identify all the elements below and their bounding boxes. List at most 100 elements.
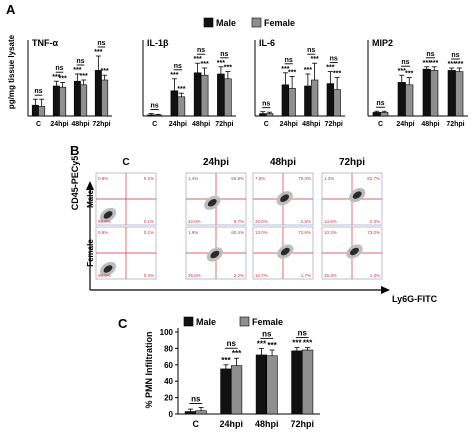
flow-quadrant-ur: 60.4% <box>231 230 244 235</box>
panel-a-chart-2-bar-female <box>224 78 232 117</box>
panel-a-chart-2-significance-stars: *** <box>201 61 209 68</box>
panel-a-chart-3-significance-label: ns <box>307 47 315 54</box>
flow-quadrant-ul: 1.9% <box>188 230 198 235</box>
legend-c-male-swatch <box>183 316 194 327</box>
legend-c-female-label: Female <box>252 317 283 327</box>
panel-c-y-tick-label: 80 <box>164 344 173 353</box>
panel-c-pmn-chart: Male Female % PMN Infiltration 0 20 40 60 80 1… <box>144 316 320 429</box>
panel-a-chart-4-category-label: 48hpi <box>421 121 439 128</box>
panel-c-category-label: 24hpi <box>219 419 243 429</box>
panel-label-c: C <box>118 316 128 331</box>
flow-plot: 1.4% 50.9% 42.0% 5.7% <box>185 172 247 226</box>
panel-a-chart-2-significance-stars: *** <box>170 72 178 79</box>
flow-plot: 10.3% 73.0% 15.3% 1.3% <box>321 226 383 280</box>
panel-b-column-header: 48hpi <box>270 157 296 168</box>
panel-a-chart-1-title: TNF-α <box>32 38 58 48</box>
flow-quadrant-ll: 20.0% <box>255 219 268 224</box>
panel-a-chart-4-significance-stars: *** <box>430 60 438 67</box>
panel-b-column-header: C <box>122 157 129 168</box>
panel-a-chart-3-category-label: C <box>264 121 269 128</box>
panel-a-chart-1-significance-label: ns <box>34 88 42 95</box>
panel-a-chart-3-bar-male <box>304 85 312 117</box>
panel-c-y-tick-label: 20 <box>164 394 173 403</box>
panel-a-chart-3-category-label: 48hpi <box>302 121 320 128</box>
panel-c-y-tick-label: 60 <box>164 361 173 370</box>
panel-label-a: A <box>6 2 16 17</box>
flow-plot: 7.6% 70.0% 20.0% 2.5% <box>252 172 314 226</box>
panel-a-chart-2-category-label: 48hpi <box>192 121 210 128</box>
panel-a-chart-1-significance-stars: *** <box>59 75 67 82</box>
flow-quadrant-ul: 0.6% <box>98 230 108 235</box>
panel-a-chart-4-title: MIP2 <box>372 38 393 48</box>
panel-c-y-tick-label: 0 <box>169 410 174 419</box>
legend-male-swatch <box>203 17 214 28</box>
panel-a-chart-2-category-label: C <box>152 121 157 128</box>
panel-c-significance-stars: *** <box>221 356 231 365</box>
flow-quadrant-lr: 0.4% <box>144 273 154 278</box>
flow-quadrant-ll: 15.3% <box>324 273 337 278</box>
panel-a-chart-4-significance-label: ns <box>401 59 409 66</box>
panel-a-chart-4-bar-male <box>397 82 406 117</box>
flow-quadrant-ul: 1.4% <box>188 176 198 181</box>
panel-a-chart-1-category-label: 72hpi <box>92 121 110 128</box>
flow-plot: 1.9% 60.4% 35.6% 2.2% <box>185 226 247 280</box>
panel-c-legend: Male Female <box>183 316 283 327</box>
panel-a-chart-2-bar-male <box>217 73 225 117</box>
legend-male-label: Male <box>216 18 236 28</box>
panel-a-chart-3-bar-female <box>265 113 274 117</box>
flow-plot: 0.8% 0.2% 98.9% 0.1% <box>95 172 157 226</box>
flow-quadrant-ur: 0.2% <box>144 176 154 181</box>
panel-a-chart-1-significance-stars: *** <box>73 67 81 74</box>
panel-a-chart-3-title: IL-6 <box>259 38 275 48</box>
panel-a-chart-2-title: IL-1β <box>147 38 169 48</box>
panel-a-chart-4-significance-stars: *** <box>423 60 431 67</box>
panel-a-chart-4-significance-label: ns <box>426 51 434 58</box>
panel-a-chart-2-bar-male <box>147 114 155 117</box>
panel-a-chart-1-bar-male <box>52 85 60 117</box>
flow-quadrant-ur: 0.1% <box>144 230 154 235</box>
flow-quadrant-ul: 10.3% <box>324 230 337 235</box>
flow-quadrant-ur: 70.0% <box>298 176 311 181</box>
panel-c-significance-label: ns <box>191 394 201 403</box>
panel-a-chart-1-bar-female <box>38 106 46 117</box>
panel-a-chart-3-category-label: 72hpi <box>325 121 343 128</box>
panel-a-chart-4-significance-label: ns <box>451 52 459 59</box>
panel-a-chart-3-bar-male <box>326 83 335 117</box>
panel-a-chart-2-significance-label: ns <box>151 103 159 110</box>
panel-b-flow-cytometry: CD45-PECy5 Ly6G-FITC C24hpi48hpi72hpiMal… <box>70 156 438 304</box>
flow-density-core <box>352 191 362 199</box>
flow-density-core <box>280 194 290 202</box>
panel-a-chart-3-significance-label: ns <box>285 57 293 64</box>
panel-a-chart-3-significance-stars: *** <box>288 69 296 76</box>
flow-plot: 0.6% 0.1% 99.0% 0.4% <box>95 226 157 280</box>
panel-c-significance-stars: *** <box>267 341 277 350</box>
panel-a-chart-3-significance-label: ns <box>330 56 338 63</box>
panel-a-chart-3-significance-stars: *** <box>333 71 341 78</box>
panel-b-y-arrowhead <box>86 181 94 190</box>
panel-a-chart-3-significance-stars: *** <box>311 56 319 63</box>
panel-a-chart-2-bar-female <box>177 96 186 117</box>
panel-a-chart-2-significance-stars: *** <box>217 60 225 67</box>
panel-a-chart-1-bar-male <box>94 70 102 117</box>
panel-a-chart-3-significance-label: ns <box>262 101 270 108</box>
panel-a-chart-1-bar-female <box>80 84 88 117</box>
panel-a-chart-1-significance-stars: *** <box>94 49 102 56</box>
panel-c-bar-male <box>184 411 197 415</box>
panel-a-y-axis-label: pg/mg tissue lysate <box>7 34 16 109</box>
panel-c-bar-female <box>195 410 207 415</box>
panel-a-chart-1-significance-label: ns <box>97 40 105 47</box>
panel-c-bar-female <box>266 355 278 415</box>
panel-a-chart-3-bar-male <box>259 113 267 117</box>
panel-a-chart-4-significance-stars: *** <box>448 61 456 68</box>
flow-plot: 13.0% 72.6% 12.7% 1.7% <box>252 226 314 280</box>
flow-quadrant-lr: 0.1% <box>144 219 154 224</box>
flow-density-core <box>103 211 113 219</box>
panel-c-bar-female <box>301 349 314 415</box>
panel-c-y-tick-label: 100 <box>160 328 174 337</box>
flow-quadrant-ll: 12.7% <box>255 273 268 278</box>
panel-a-chart-1-significance-stars: *** <box>52 74 60 81</box>
panel-c-category-label: 48hpi <box>255 419 279 429</box>
panel-a-chart-2-bar-male <box>193 72 202 117</box>
panel-a-chart-2-significance-stars: *** <box>177 86 185 93</box>
